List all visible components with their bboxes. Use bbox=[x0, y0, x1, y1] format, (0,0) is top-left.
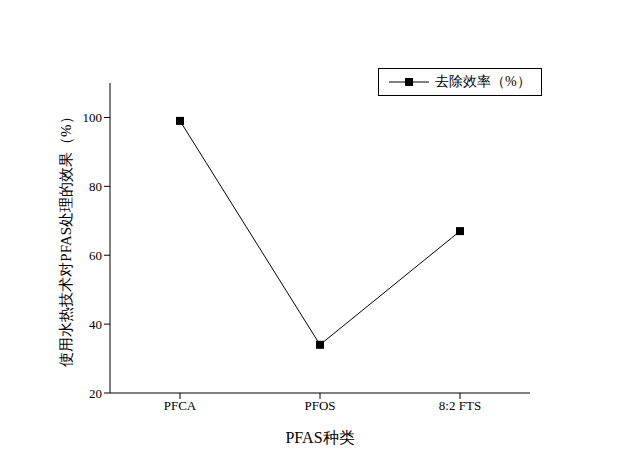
svg-text:40: 40 bbox=[89, 317, 102, 332]
svg-text:使用水热技术对PFAS处理的效果（%）: 使用水热技术对PFAS处理的效果（%） bbox=[58, 109, 74, 366]
svg-text:8:2 FTS: 8:2 FTS bbox=[439, 398, 481, 413]
svg-text:PFOS: PFOS bbox=[304, 398, 335, 413]
svg-text:PFCA: PFCA bbox=[164, 398, 197, 413]
svg-text:20: 20 bbox=[89, 386, 102, 401]
svg-text:100: 100 bbox=[83, 110, 103, 125]
svg-text:PFAS种类: PFAS种类 bbox=[285, 429, 354, 446]
html-text:去除效率（%）: 去除效率（%） bbox=[435, 74, 531, 89]
svg-text:80: 80 bbox=[89, 179, 102, 194]
svg-text:60: 60 bbox=[89, 248, 102, 263]
